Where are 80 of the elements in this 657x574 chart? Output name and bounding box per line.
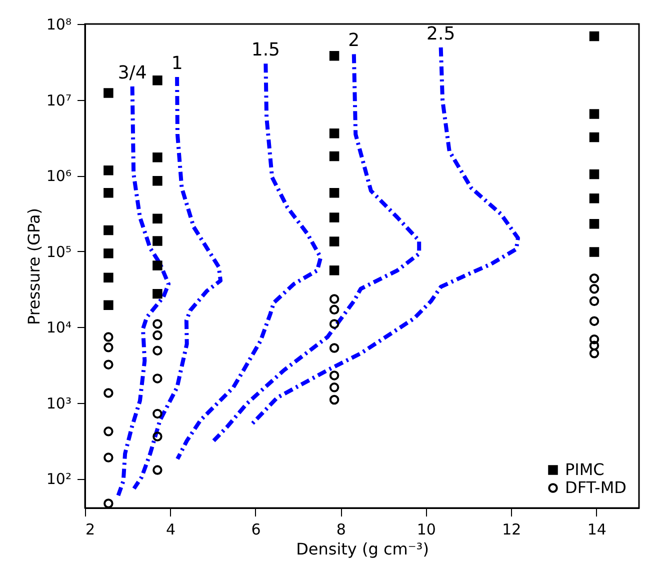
x-axis-title: Density (g cm⁻³) (296, 540, 429, 558)
legend-label: PIMC (565, 460, 604, 479)
point (329, 319, 340, 329)
y-tick-label: 10⁶ (46, 167, 72, 186)
point (329, 128, 340, 138)
point (104, 360, 114, 370)
y-tick-label: 10³ (46, 394, 72, 412)
point (329, 382, 340, 392)
point (329, 236, 340, 246)
point (329, 294, 340, 304)
line-series (116, 84, 171, 498)
point (589, 273, 600, 284)
point (589, 219, 600, 229)
point (589, 31, 600, 42)
x-tick-label: 14 (587, 520, 606, 538)
point (104, 166, 114, 176)
point (589, 132, 600, 142)
x-tick-label: 4 (166, 520, 176, 538)
point (104, 88, 114, 98)
point (152, 408, 162, 419)
point (152, 374, 162, 384)
point (329, 212, 340, 222)
point (104, 498, 114, 508)
point (329, 266, 340, 276)
y-tick-label: 10⁴ (46, 318, 72, 337)
point (104, 342, 114, 352)
point (589, 109, 600, 119)
point (329, 370, 340, 380)
point (329, 304, 340, 315)
point (589, 169, 600, 180)
series-label: 2.5 (426, 23, 456, 44)
point (329, 188, 340, 198)
point (589, 340, 600, 350)
legend-label: DFT-MD (565, 478, 626, 497)
point (152, 432, 162, 442)
point (589, 316, 600, 326)
point (104, 272, 114, 282)
point (589, 348, 600, 358)
point (329, 394, 340, 405)
series-label: 3/4 (118, 62, 147, 84)
point (152, 465, 162, 475)
x-tick-label: 6 (251, 520, 261, 538)
point (152, 346, 162, 356)
y-tick-label: 10⁸ (46, 16, 72, 34)
point (104, 300, 114, 310)
point (329, 343, 340, 353)
point (152, 176, 162, 186)
point (589, 193, 600, 204)
y-tick-label: 10² (46, 470, 72, 488)
point (589, 334, 600, 344)
point (152, 330, 162, 340)
y-tick-label: 10⁵ (46, 242, 72, 261)
point (104, 225, 114, 236)
x-tick-label: 8 (336, 520, 346, 538)
point (152, 319, 162, 329)
point (104, 388, 114, 398)
point (104, 452, 114, 462)
point (589, 296, 600, 306)
point (104, 426, 114, 436)
x-tick-label: 12 (502, 520, 522, 538)
point (329, 151, 340, 162)
point (152, 214, 162, 224)
point (152, 260, 162, 270)
point (152, 152, 162, 162)
point (589, 247, 600, 257)
series-label: 1 (171, 52, 183, 74)
x-tick-label: 10 (416, 520, 436, 538)
series-label: 2 (348, 30, 360, 52)
point (152, 76, 162, 86)
y-tick-label: 10⁷ (46, 91, 72, 110)
point (104, 248, 114, 258)
point (329, 50, 340, 61)
point (152, 288, 162, 299)
point (152, 236, 162, 246)
point (104, 332, 114, 342)
y-axis-title: Pressure (GPa) (24, 208, 44, 326)
series-label: 1.5 (251, 40, 280, 61)
x-tick-label: 2 (86, 520, 96, 538)
point (104, 188, 114, 198)
point (589, 284, 600, 294)
